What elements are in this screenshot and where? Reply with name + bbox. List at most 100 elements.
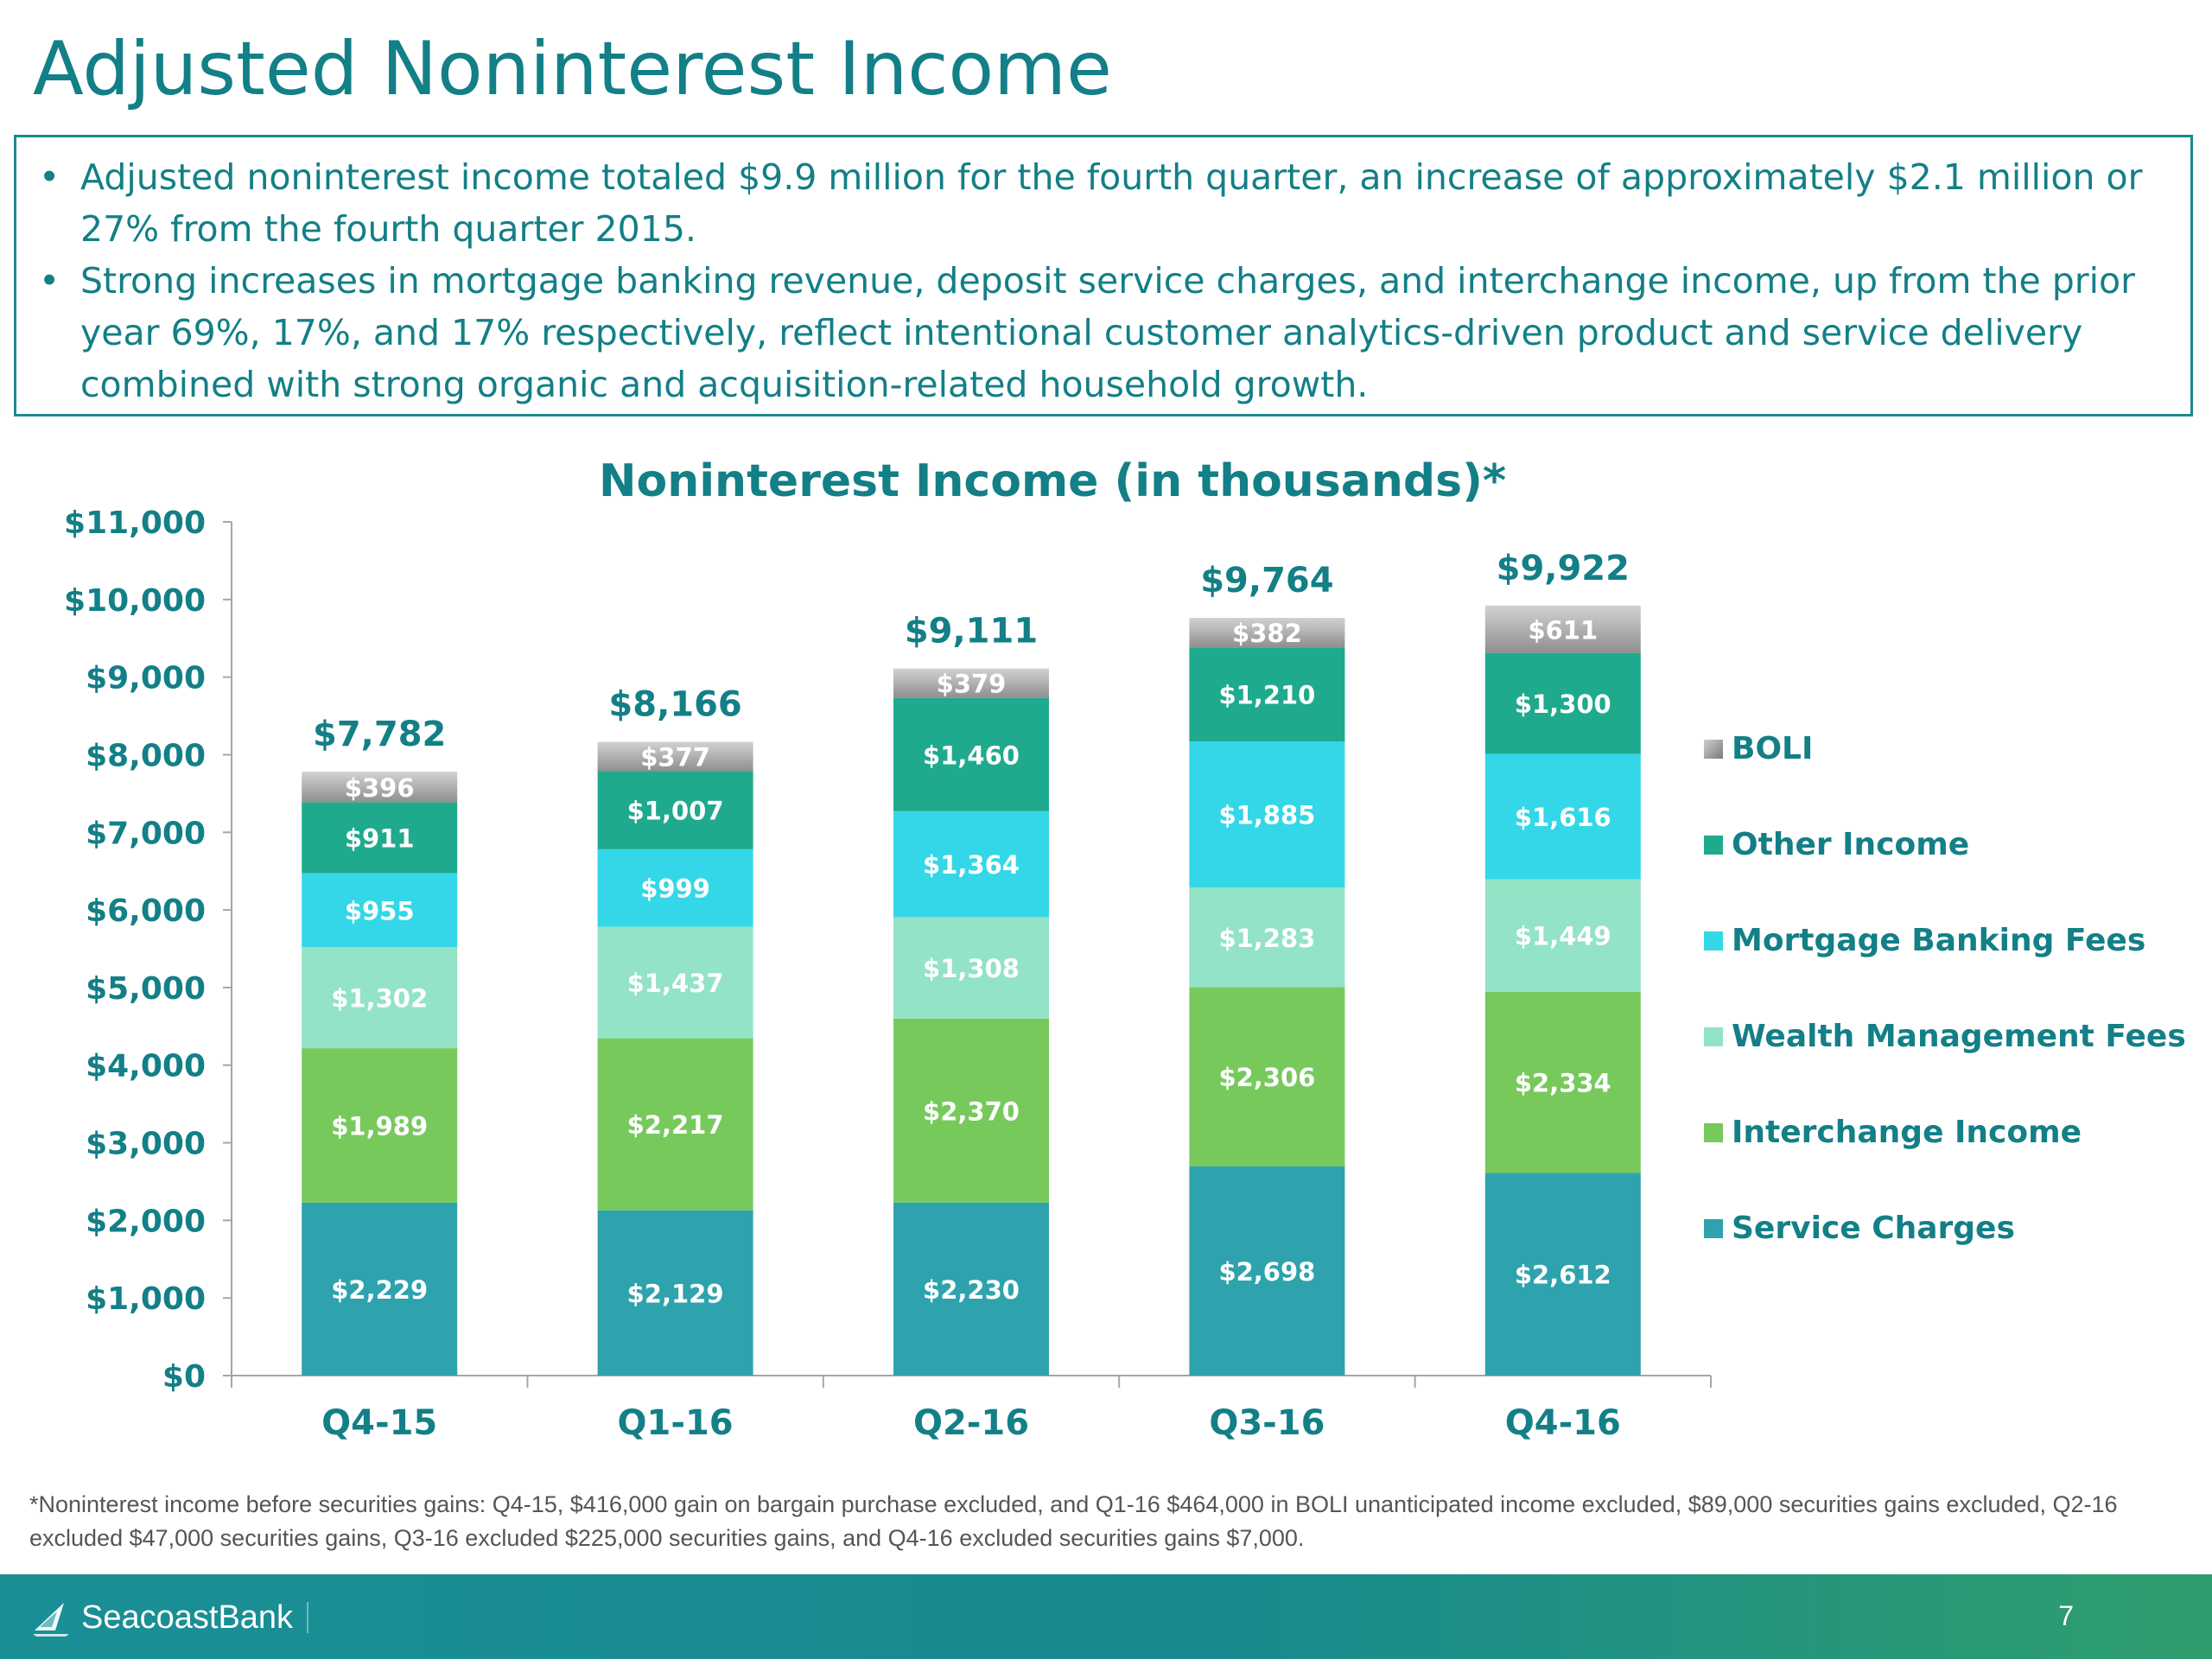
bar-segment xyxy=(302,802,458,874)
bar-segment xyxy=(893,697,1049,811)
bar-value-label: $2,334 xyxy=(1515,1069,1611,1098)
bar-value-label: $955 xyxy=(345,896,415,925)
y-tick-label: $1,000 xyxy=(86,1281,206,1317)
chart-title: Noninterest Income (in thousands)* xyxy=(599,455,1506,507)
bar-segment xyxy=(597,849,753,927)
bar-segment xyxy=(302,1048,458,1203)
bar-segment xyxy=(1484,652,1641,754)
bar-segment xyxy=(302,873,458,948)
bar-value-label: $1,302 xyxy=(331,984,428,1014)
bar-segment xyxy=(893,810,1049,918)
footer-bar: SeacoastBank 7 xyxy=(0,1574,2212,1659)
legend-label: Wealth Management Fees xyxy=(1732,1019,2186,1054)
bar-segment xyxy=(1484,753,1641,880)
bar-segment xyxy=(597,771,753,849)
bar-total-label: $9,764 xyxy=(1200,561,1333,601)
stacked-bar-chart: Noninterest Income (in thousands)* $0 $1,0… xyxy=(64,455,2186,1443)
bar-value-label: $1,210 xyxy=(1218,681,1315,710)
bar-value-label: $2,306 xyxy=(1218,1063,1315,1092)
bar-value-label: $1,460 xyxy=(923,741,1020,770)
bar-value-label: $999 xyxy=(640,874,710,904)
y-tick-label: $3,000 xyxy=(86,1127,206,1162)
bar-segment xyxy=(893,1018,1049,1203)
bar-segment xyxy=(302,772,458,803)
logo-text: SeacoastBank xyxy=(81,1599,294,1636)
legend-swatch xyxy=(1704,931,1723,950)
legend-label: BOLI xyxy=(1732,731,1813,766)
bar-segment xyxy=(1189,1166,1345,1376)
page-number: 7 xyxy=(2058,1600,2074,1631)
y-tick-label: $0 xyxy=(162,1359,206,1395)
x-tick-label: Q2-16 xyxy=(913,1403,1029,1443)
y-tick-label: $2,000 xyxy=(86,1204,206,1239)
bar-value-label: $611 xyxy=(1528,615,1598,645)
bar-value-label: $377 xyxy=(640,742,710,772)
bar-total-label: $9,111 xyxy=(905,612,1038,652)
seacoast-logo: SeacoastBank xyxy=(29,1593,309,1642)
bar-value-label: $1,007 xyxy=(627,797,724,826)
x-tick-label: Q4-16 xyxy=(1505,1403,1621,1443)
bar-value-label: $2,217 xyxy=(627,1110,724,1140)
bar-segment xyxy=(893,668,1049,698)
bar-total-label: $9,922 xyxy=(1497,549,1630,588)
bar-value-label: $1,364 xyxy=(923,850,1020,880)
bar-value-label: $2,230 xyxy=(923,1275,1020,1305)
bar-segment xyxy=(1484,605,1641,653)
bar-value-label: $396 xyxy=(345,773,415,803)
bullet-dot-icon: • xyxy=(39,260,60,302)
bar-value-label: $2,370 xyxy=(923,1096,1020,1126)
bar-value-label: $2,698 xyxy=(1218,1257,1315,1287)
bar-segment xyxy=(1484,1173,1641,1376)
bar-segment xyxy=(597,926,753,1039)
y-tick-label: $6,000 xyxy=(86,893,206,929)
bar-segment xyxy=(1484,879,1641,992)
bullet-list: • Adjusted noninterest income totaled $9… xyxy=(16,151,2190,410)
y-tick-label: $11,000 xyxy=(64,505,206,541)
legend-swatch xyxy=(1704,740,1723,759)
bar-segment xyxy=(1189,647,1345,742)
legend-label: Interchange Income xyxy=(1732,1115,2082,1150)
y-tick-label: $9,000 xyxy=(86,661,206,696)
bar-segment xyxy=(893,917,1049,1019)
x-tick-label: Q1-16 xyxy=(618,1403,734,1443)
legend-label: Other Income xyxy=(1732,827,1969,862)
bar-value-label: $1,885 xyxy=(1218,801,1315,830)
bar-segment xyxy=(597,741,753,772)
legend-label: Service Charges xyxy=(1732,1211,2015,1246)
bar-segment xyxy=(1189,987,1345,1166)
bar-segment xyxy=(1484,991,1641,1173)
y-tick-label: $8,000 xyxy=(86,738,206,773)
bar-segment xyxy=(1189,618,1345,648)
bullet-text: Adjusted noninterest income totaled $9.9… xyxy=(80,156,2143,250)
bar-value-label: $1,616 xyxy=(1515,803,1611,832)
y-tick-label: $5,000 xyxy=(86,971,206,1007)
bullet-item: • Strong increases in mortgage banking r… xyxy=(16,255,2190,410)
bar-value-label: $379 xyxy=(937,670,1007,699)
bar-segment xyxy=(597,1210,753,1376)
bar-value-label: $2,229 xyxy=(331,1275,428,1305)
footnote: *Noninterest income before securities ga… xyxy=(29,1491,2118,1551)
legend-swatch xyxy=(1704,1219,1723,1238)
bar-total-label: $7,782 xyxy=(313,715,446,754)
y-tick-label: $4,000 xyxy=(86,1049,206,1084)
page-title: Adjusted Noninterest Income xyxy=(33,26,1112,112)
legend-swatch xyxy=(1704,1027,1723,1046)
legend-swatch xyxy=(1704,1123,1723,1142)
bar-value-label: $382 xyxy=(1232,619,1302,648)
bar-segment xyxy=(597,1038,753,1211)
bar-value-label: $1,300 xyxy=(1515,690,1611,719)
bar-value-label: $1,283 xyxy=(1218,924,1315,953)
bar-value-label: $1,437 xyxy=(627,969,724,998)
bar-value-label: $1,989 xyxy=(331,1111,428,1141)
bar-value-label: $2,612 xyxy=(1515,1261,1611,1290)
legend-label: Mortgage Banking Fees xyxy=(1732,923,2145,958)
sailboat-icon xyxy=(33,1603,69,1637)
bar-value-label: $2,129 xyxy=(627,1279,724,1308)
legend-swatch xyxy=(1704,836,1723,855)
bar-segment xyxy=(302,947,458,1049)
bullet-dot-icon: • xyxy=(39,156,60,198)
bullet-text: Strong increases in mortgage banking rev… xyxy=(80,260,2135,405)
bar-segment xyxy=(1189,741,1345,888)
bullet-item: • Adjusted noninterest income totaled $9… xyxy=(16,151,2190,255)
bar-value-label: $1,308 xyxy=(923,954,1020,983)
